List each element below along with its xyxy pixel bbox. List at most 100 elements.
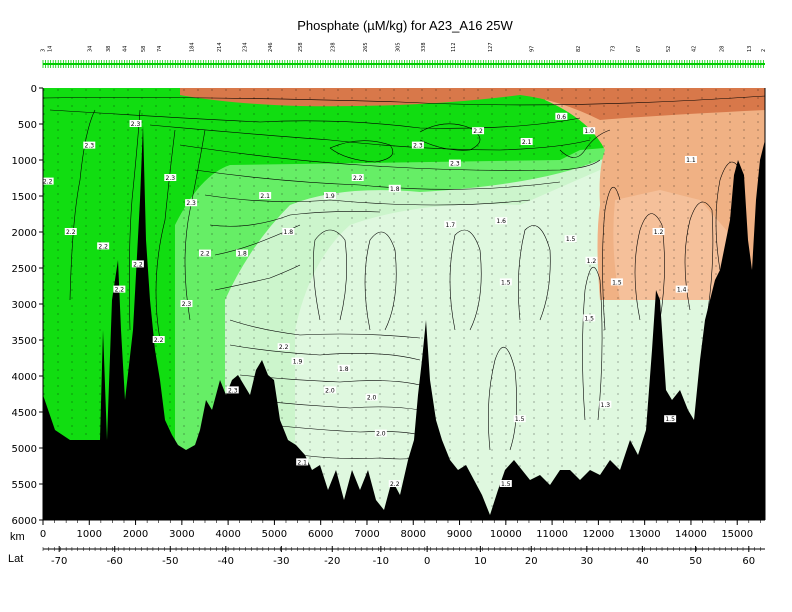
station-label: 127 [488, 42, 494, 52]
contour-label: 2.3 [228, 387, 238, 394]
station-label: 28 [719, 46, 725, 52]
station-label: 3 [40, 49, 46, 52]
station-label: 13 [747, 46, 753, 52]
contour-line [229, 344, 421, 361]
contour-label: 1.7 [446, 222, 456, 229]
y-tick-label: 4000 [12, 372, 37, 383]
station-label: 258 [298, 42, 304, 52]
lat-tick-label: 20 [525, 556, 538, 567]
contour-label: 2.2 [98, 243, 108, 250]
contour-label-bg [664, 415, 677, 423]
station-label: 67 [636, 46, 642, 52]
station-label: 42 [692, 46, 698, 52]
y-tick-label: 6000 [12, 516, 37, 527]
contour-line [602, 187, 621, 331]
contour-label-bg [236, 249, 249, 257]
contour-label-bg [97, 242, 110, 250]
station-label: 44 [122, 46, 128, 52]
contour-label: 1.6 [496, 218, 506, 225]
contour-line [69, 109, 96, 301]
contour-label-bg [259, 192, 272, 199]
station-label: 234 [243, 42, 249, 52]
contour-label: 1.9 [325, 193, 335, 200]
y-axis-ticks: 0 500 1000 1500 2000 2500 3000 3500 4000 4500 5000… [12, 84, 43, 527]
contour-line [299, 454, 421, 460]
contour-label-bg [675, 285, 688, 293]
contour-label-bg [64, 228, 77, 235]
contour-label: 2.3 [85, 143, 95, 150]
station-label: 14 [47, 46, 53, 52]
contour-label: 2.0 [376, 431, 386, 438]
contour-label-bg [599, 400, 612, 408]
contour-line [313, 229, 347, 321]
contour-label-bg [43, 177, 54, 185]
contour-label-bg [337, 364, 350, 372]
contour-label-bg [180, 300, 193, 307]
contour-label: 2.1 [260, 193, 270, 200]
station-label: 58 [141, 46, 147, 52]
contour-label-bg [520, 138, 533, 145]
contour-line [204, 194, 531, 206]
y-tick-label: 1500 [12, 192, 37, 203]
contour-label: 2.3 [131, 121, 141, 128]
y-tick-label: 2000 [12, 228, 37, 239]
station-label: 238 [331, 42, 337, 52]
contour-label: 1.3 [601, 402, 611, 409]
contour-line [184, 129, 206, 321]
lat-tick-label: 60 [742, 556, 755, 567]
contour-label: 2.3 [450, 161, 460, 168]
contour-label-bg [564, 235, 577, 243]
contour-label-bg [374, 429, 387, 437]
station-label: 246 [268, 42, 274, 52]
contour-label-bg [555, 112, 568, 120]
contour-line [449, 229, 482, 331]
lat-axis-ticks: -70 -60 -50 -40 -30 -20 -10 0 10 20 30 40 50 60 [42, 546, 761, 567]
contour-line [364, 231, 397, 331]
lat-tick-label: -30 [273, 556, 289, 567]
contour-label-bg [585, 256, 598, 264]
contour-line [269, 424, 421, 436]
lat-tick-label: 0 [424, 556, 430, 567]
contour-label: 1.5 [612, 279, 622, 286]
seafloor-bathymetry [43, 125, 765, 520]
lat-tick-label: -60 [107, 556, 123, 567]
contour-label: 0.6 [557, 114, 567, 121]
contour-label-bg [226, 386, 239, 394]
contour-label-bg [129, 120, 142, 127]
y-tick-label: 3500 [12, 336, 37, 347]
contour-label: 2.2 [66, 229, 76, 236]
lat-tick-label: -20 [324, 556, 340, 567]
x-tick-label: 6000 [308, 529, 333, 540]
contour-line [684, 201, 714, 311]
contour-line [582, 267, 603, 421]
x-tick-label: 7000 [354, 529, 379, 540]
contour-label-bg [164, 174, 177, 181]
y-tick-label: 1000 [12, 156, 37, 167]
contour-label: 1.4 [677, 287, 687, 294]
contour-line [634, 213, 665, 321]
contour-label: 1.8 [339, 366, 349, 373]
contour-label: 2.1 [522, 139, 532, 146]
station-label: 184 [189, 42, 195, 52]
contour-line [214, 264, 301, 291]
x-tick-label: 14000 [675, 529, 707, 540]
x-tick-label: 10000 [490, 529, 522, 540]
x-tick-label: 0 [40, 529, 46, 540]
station-label: 34 [88, 46, 94, 52]
contour-label: 2.2 [154, 337, 164, 344]
contour-label-bg [152, 336, 165, 343]
contour-label: 2.2 [390, 481, 400, 488]
lat-tick-label: 40 [636, 556, 649, 567]
contour-label: 1.5 [501, 481, 511, 488]
contour-label-bg [583, 127, 596, 135]
lat-axis-label: Lat [8, 553, 23, 565]
contour-label: 2.2 [200, 251, 210, 258]
contour-label: 1.1 [686, 157, 696, 164]
contour-label-bg [282, 228, 295, 235]
contour-label-bg [388, 184, 401, 192]
contour-line [43, 95, 765, 106]
contour-label-bg [684, 156, 697, 163]
contour-label-bg [513, 415, 526, 423]
y-tick-label: 5500 [12, 480, 37, 491]
